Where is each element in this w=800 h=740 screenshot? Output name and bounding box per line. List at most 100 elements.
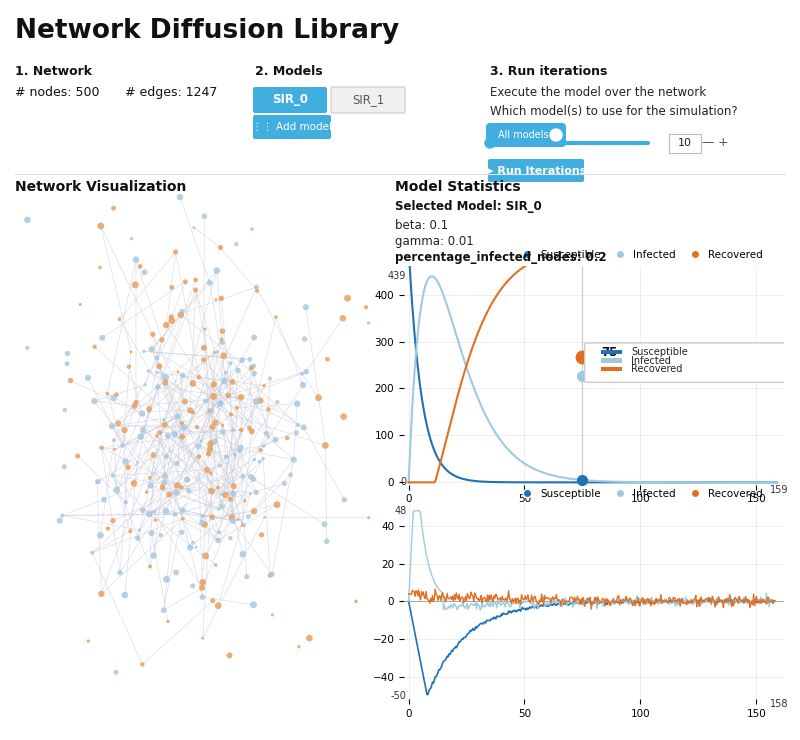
Point: [102, 522, 114, 534]
Point: [212, 534, 225, 546]
Point: [218, 375, 230, 387]
Point: [226, 488, 239, 500]
Point: [202, 448, 215, 460]
Point: [138, 266, 151, 278]
Point: [293, 641, 306, 653]
Point: [106, 515, 119, 527]
Point: [71, 450, 84, 462]
Point: [113, 313, 126, 325]
Point: [197, 354, 210, 366]
Point: [150, 430, 163, 442]
Point: [206, 511, 218, 523]
Point: [207, 391, 220, 403]
Point: [237, 548, 250, 560]
Point: [169, 508, 182, 520]
Point: [94, 220, 107, 232]
Point: [254, 444, 267, 456]
Point: [190, 541, 202, 553]
Point: [162, 616, 174, 628]
Point: [94, 261, 106, 273]
Point: [82, 635, 94, 647]
Point: [250, 285, 263, 297]
Point: [226, 515, 239, 527]
Bar: [601, 358, 622, 363]
Point: [192, 451, 205, 462]
Point: [134, 431, 147, 443]
Text: # edges: 1247: # edges: 1247: [125, 86, 218, 99]
Point: [226, 424, 239, 436]
Point: [281, 432, 294, 444]
Point: [186, 406, 199, 418]
Point: [225, 408, 238, 420]
Point: [182, 474, 194, 486]
Point: [263, 373, 276, 385]
Point: [110, 667, 122, 679]
Point: [171, 480, 184, 491]
Text: ▶ Run Iterations: ▶ Run Iterations: [486, 166, 586, 175]
Point: [244, 488, 257, 500]
Point: [212, 600, 225, 612]
Point: [88, 395, 101, 407]
Point: [224, 494, 237, 505]
Point: [122, 461, 134, 473]
Point: [64, 374, 77, 386]
Point: [219, 367, 232, 379]
Text: —: —: [702, 136, 714, 149]
Point: [337, 312, 350, 324]
FancyBboxPatch shape: [253, 115, 331, 139]
Text: Model Statistics: Model Statistics: [395, 180, 521, 194]
Point: [238, 519, 250, 531]
Bar: [601, 350, 622, 354]
Point: [253, 456, 266, 468]
Point: [262, 431, 274, 443]
Point: [166, 314, 178, 326]
Text: 439: 439: [388, 272, 406, 281]
Point: [247, 360, 260, 371]
Point: [159, 371, 172, 383]
Point: [107, 202, 120, 214]
Point: [243, 354, 256, 366]
Point: [187, 222, 200, 234]
Point: [144, 480, 157, 491]
Point: [303, 632, 316, 644]
Point: [258, 380, 270, 391]
Point: [125, 233, 138, 245]
Point: [118, 589, 131, 601]
Point: [95, 442, 108, 454]
Point: [176, 431, 189, 443]
Point: [203, 443, 216, 455]
Point: [207, 379, 220, 391]
Point: [196, 576, 209, 588]
Point: [247, 473, 260, 485]
Point: [153, 360, 166, 372]
Point: [243, 422, 256, 434]
Text: Network Visualization: Network Visualization: [15, 180, 186, 194]
Point: [278, 477, 291, 489]
Point: [178, 422, 190, 434]
Point: [295, 368, 308, 380]
Point: [213, 460, 226, 471]
Point: [174, 191, 186, 203]
Point: [106, 470, 119, 482]
Point: [205, 485, 218, 497]
Point: [190, 274, 202, 286]
Point: [201, 464, 214, 476]
Point: [170, 567, 182, 579]
Point: [206, 595, 219, 607]
Point: [170, 246, 182, 258]
Point: [235, 424, 248, 436]
Point: [172, 366, 185, 378]
FancyBboxPatch shape: [486, 123, 566, 147]
Point: [210, 265, 223, 277]
Point: [232, 364, 245, 376]
Point: [125, 346, 138, 358]
Text: 159: 159: [770, 485, 789, 495]
Point: [203, 277, 216, 289]
Point: [168, 428, 181, 440]
Point: [319, 440, 332, 451]
Point: [362, 512, 375, 524]
Point: [291, 398, 304, 410]
Point: [175, 306, 188, 317]
Point: [143, 508, 156, 519]
Point: [216, 488, 229, 500]
